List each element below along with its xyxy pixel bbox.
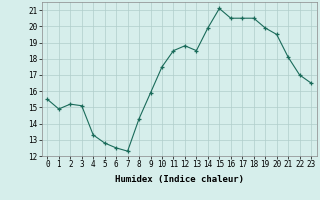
X-axis label: Humidex (Indice chaleur): Humidex (Indice chaleur) <box>115 175 244 184</box>
